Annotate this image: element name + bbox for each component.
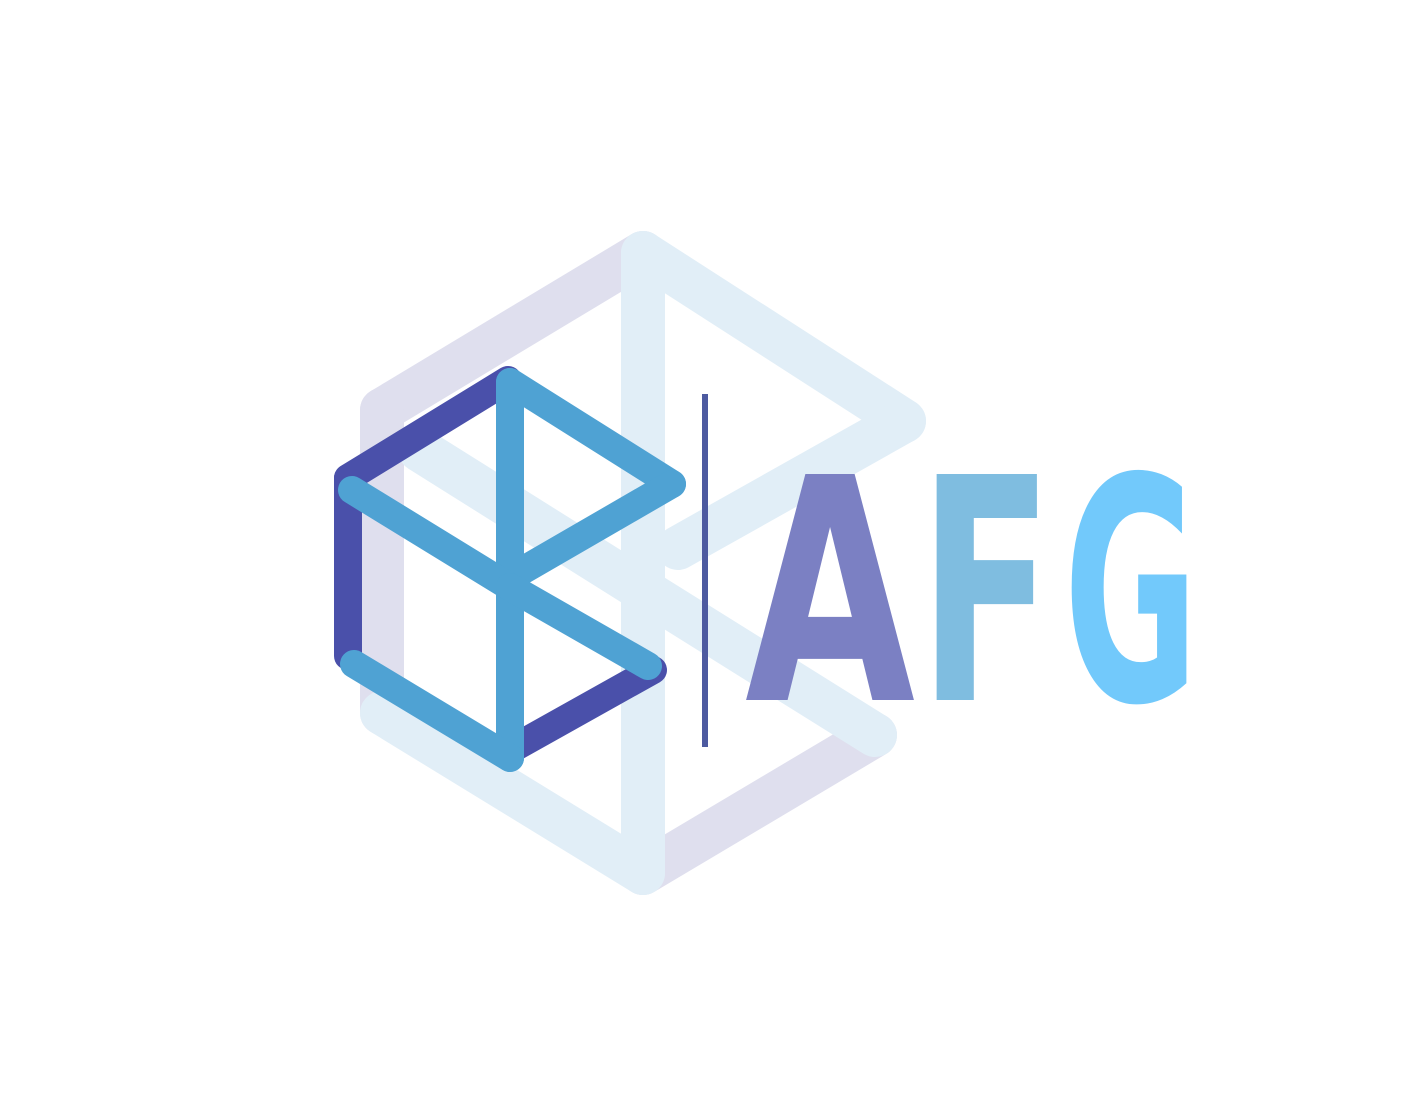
- logo-letter-g: G: [1064, 413, 1199, 774]
- logo-wordmark: A F G: [745, 413, 1199, 774]
- logo-letter-a: A: [745, 413, 917, 774]
- logo-divider: [702, 394, 708, 747]
- logo-letter-f: F: [919, 413, 1054, 774]
- cube-icon: [334, 366, 686, 772]
